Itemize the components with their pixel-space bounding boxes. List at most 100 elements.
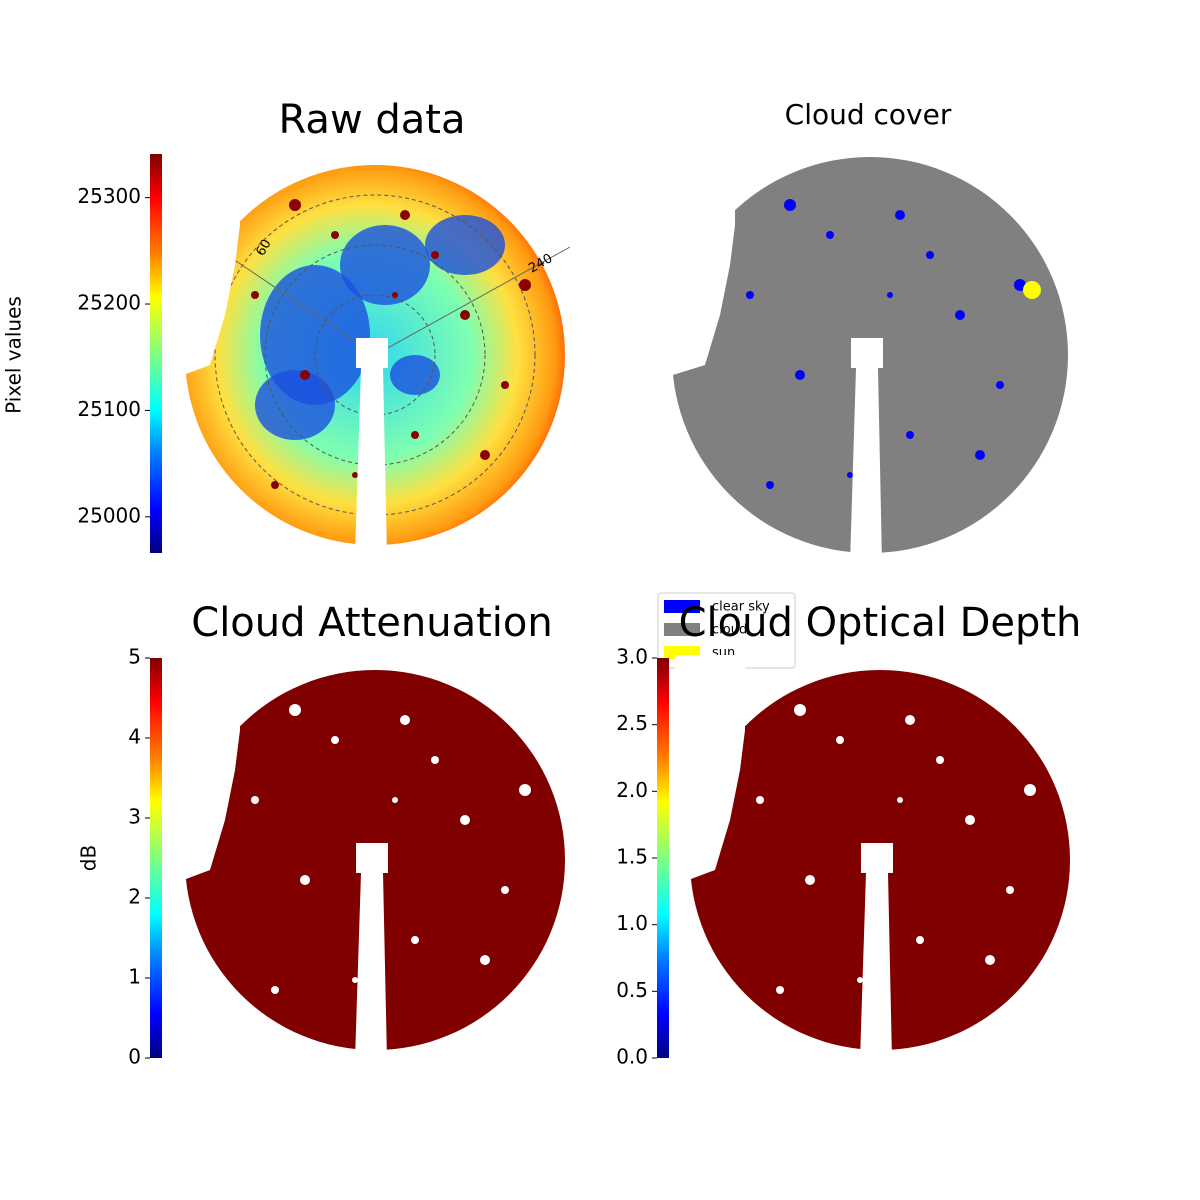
dark-region [390, 355, 440, 395]
spot [926, 251, 934, 259]
mast-head [356, 843, 388, 873]
notch [170, 655, 240, 885]
spot [756, 796, 764, 804]
panel-title: Cloud Optical Depth [679, 600, 1082, 646]
spot [251, 291, 259, 299]
spot [271, 481, 279, 489]
spot [431, 251, 439, 259]
spot [501, 381, 509, 389]
colorbar-tick-label: 5 [128, 645, 141, 669]
mast-head [851, 338, 883, 368]
spot [331, 736, 339, 744]
spot [905, 715, 915, 725]
sky-image: 12060240 [170, 150, 571, 555]
polar-ring [264, 244, 486, 466]
colorbar-tick-label: 1 [128, 965, 141, 989]
spot [897, 797, 903, 803]
colorbar-label: dB [77, 845, 101, 871]
colorbar-tick-label: 3 [128, 805, 141, 829]
spot [331, 231, 339, 239]
spot [352, 472, 358, 478]
dark-region [425, 215, 505, 275]
dark-region [255, 370, 335, 440]
polar-ring [214, 194, 536, 516]
sky-image [657, 142, 1068, 563]
colorbar-tick-label: 25100 [77, 397, 141, 421]
spot [1014, 279, 1026, 291]
colorbar-label: Pixel values [2, 296, 26, 414]
spot [501, 886, 509, 894]
colorbar-tick-label: 2 [128, 885, 141, 909]
spot [431, 756, 439, 764]
sky-image [170, 655, 565, 1060]
spot [916, 936, 924, 944]
colorbar-tick-label: 0 [128, 1045, 141, 1069]
spot [887, 292, 893, 298]
legend-swatch [664, 623, 700, 636]
spot [965, 815, 975, 825]
spot [1006, 886, 1014, 894]
sun [1023, 281, 1041, 299]
mast-head [861, 843, 893, 873]
spot [251, 796, 259, 804]
notch [170, 150, 240, 380]
spot [352, 977, 358, 983]
spot [936, 756, 944, 764]
spot [955, 310, 965, 320]
spot [300, 370, 310, 380]
spot [460, 310, 470, 320]
spot [400, 210, 410, 220]
polar-label: 60 [254, 237, 275, 259]
spot [289, 199, 301, 211]
spot [746, 291, 754, 299]
polar-axis [374, 246, 571, 356]
spot [784, 199, 796, 211]
spot [795, 370, 805, 380]
dark-region [260, 265, 370, 405]
colorbar-tick-label: 0.0 [616, 1045, 648, 1069]
panel-title: Raw data [279, 97, 466, 143]
legend-swatch [664, 600, 700, 613]
legend-label: clear sky [712, 600, 770, 615]
spot [996, 381, 1004, 389]
spot [776, 986, 784, 994]
colorbar-tick-label: 1.0 [616, 911, 648, 935]
spot [766, 481, 774, 489]
spot [906, 431, 914, 439]
spot [411, 431, 419, 439]
mast [355, 873, 387, 1060]
panel-title: Cloud cover [785, 98, 952, 131]
colorbar [150, 154, 162, 553]
colorbar-tick-label: 2.0 [616, 778, 648, 802]
spot [300, 875, 310, 885]
colorbar-tick-label: 2.5 [616, 711, 648, 735]
spot [836, 736, 844, 744]
spot [519, 279, 531, 291]
colorbar-tick-label: 25000 [77, 503, 141, 527]
spot [857, 977, 863, 983]
spot [1024, 784, 1036, 796]
mast [860, 873, 892, 1060]
colorbar-tick-label: 1.5 [616, 845, 648, 869]
spot [805, 875, 815, 885]
mast [850, 368, 882, 563]
notch [675, 655, 745, 885]
spot [480, 955, 490, 965]
spot [975, 450, 985, 460]
spot [411, 936, 419, 944]
spot [289, 704, 301, 716]
spot [460, 815, 470, 825]
spot [480, 450, 490, 460]
spot [826, 231, 834, 239]
mast [355, 368, 387, 555]
spot [271, 986, 279, 994]
colorbar-tick-label: 4 [128, 725, 141, 749]
colorbar [150, 658, 162, 1058]
spot [400, 715, 410, 725]
legend-label: cloud [712, 623, 747, 638]
spot [985, 955, 995, 965]
colorbar-tick-label: 0.5 [616, 978, 648, 1002]
spot [794, 704, 806, 716]
colorbar-tick-label: 3.0 [616, 645, 648, 669]
